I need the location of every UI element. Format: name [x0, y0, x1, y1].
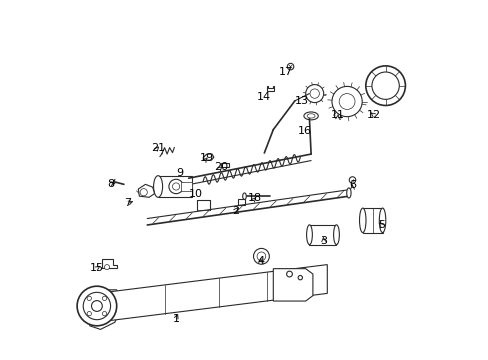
Text: 19: 19	[199, 153, 213, 163]
Circle shape	[102, 296, 106, 301]
Circle shape	[253, 248, 269, 264]
Ellipse shape	[333, 225, 339, 245]
Circle shape	[172, 183, 179, 190]
Ellipse shape	[242, 193, 246, 199]
Text: 14: 14	[257, 92, 271, 102]
Circle shape	[348, 177, 355, 183]
Ellipse shape	[153, 176, 163, 197]
Text: 6: 6	[348, 180, 355, 190]
Circle shape	[77, 286, 117, 326]
Ellipse shape	[359, 208, 365, 233]
Text: 17: 17	[278, 67, 292, 77]
Polygon shape	[362, 208, 382, 233]
Circle shape	[102, 310, 110, 318]
Circle shape	[371, 72, 399, 99]
Ellipse shape	[303, 112, 318, 120]
Polygon shape	[238, 199, 244, 205]
Circle shape	[94, 298, 107, 311]
Text: 16: 16	[297, 126, 311, 136]
Circle shape	[87, 311, 91, 316]
Ellipse shape	[306, 225, 312, 245]
Text: 7: 7	[123, 198, 131, 208]
Polygon shape	[266, 86, 273, 91]
Circle shape	[83, 292, 110, 320]
Polygon shape	[158, 176, 192, 197]
Circle shape	[87, 296, 91, 301]
Text: 12: 12	[366, 110, 380, 120]
Text: 15: 15	[90, 263, 103, 273]
Text: 21: 21	[151, 143, 165, 153]
Text: 13: 13	[294, 96, 308, 106]
Polygon shape	[273, 269, 312, 301]
Polygon shape	[203, 154, 213, 160]
Text: 4: 4	[257, 256, 264, 266]
Circle shape	[298, 275, 302, 280]
Text: 11: 11	[330, 110, 345, 120]
Polygon shape	[309, 225, 336, 245]
Circle shape	[331, 86, 362, 117]
Ellipse shape	[306, 114, 314, 118]
Circle shape	[91, 301, 102, 311]
Text: 20: 20	[214, 162, 228, 172]
Polygon shape	[221, 163, 229, 167]
Polygon shape	[181, 182, 192, 191]
Text: 10: 10	[188, 189, 203, 199]
Circle shape	[286, 271, 292, 277]
Text: 1: 1	[172, 314, 179, 324]
Polygon shape	[88, 290, 120, 329]
Polygon shape	[138, 184, 154, 197]
Circle shape	[140, 189, 147, 196]
Circle shape	[309, 89, 319, 98]
Circle shape	[339, 94, 354, 109]
Circle shape	[305, 85, 323, 103]
Circle shape	[168, 179, 183, 194]
Circle shape	[104, 265, 109, 270]
Text: 3: 3	[320, 236, 326, 246]
Circle shape	[365, 66, 405, 105]
Text: 2: 2	[231, 206, 239, 216]
Text: 18: 18	[248, 193, 262, 203]
Text: 9: 9	[176, 168, 183, 178]
Ellipse shape	[346, 188, 350, 198]
Circle shape	[102, 311, 106, 316]
Ellipse shape	[379, 208, 385, 233]
Text: 8: 8	[107, 179, 115, 189]
Text: 5: 5	[377, 220, 384, 230]
Polygon shape	[102, 259, 117, 268]
Circle shape	[287, 63, 293, 70]
Circle shape	[257, 252, 265, 261]
Polygon shape	[111, 265, 326, 320]
